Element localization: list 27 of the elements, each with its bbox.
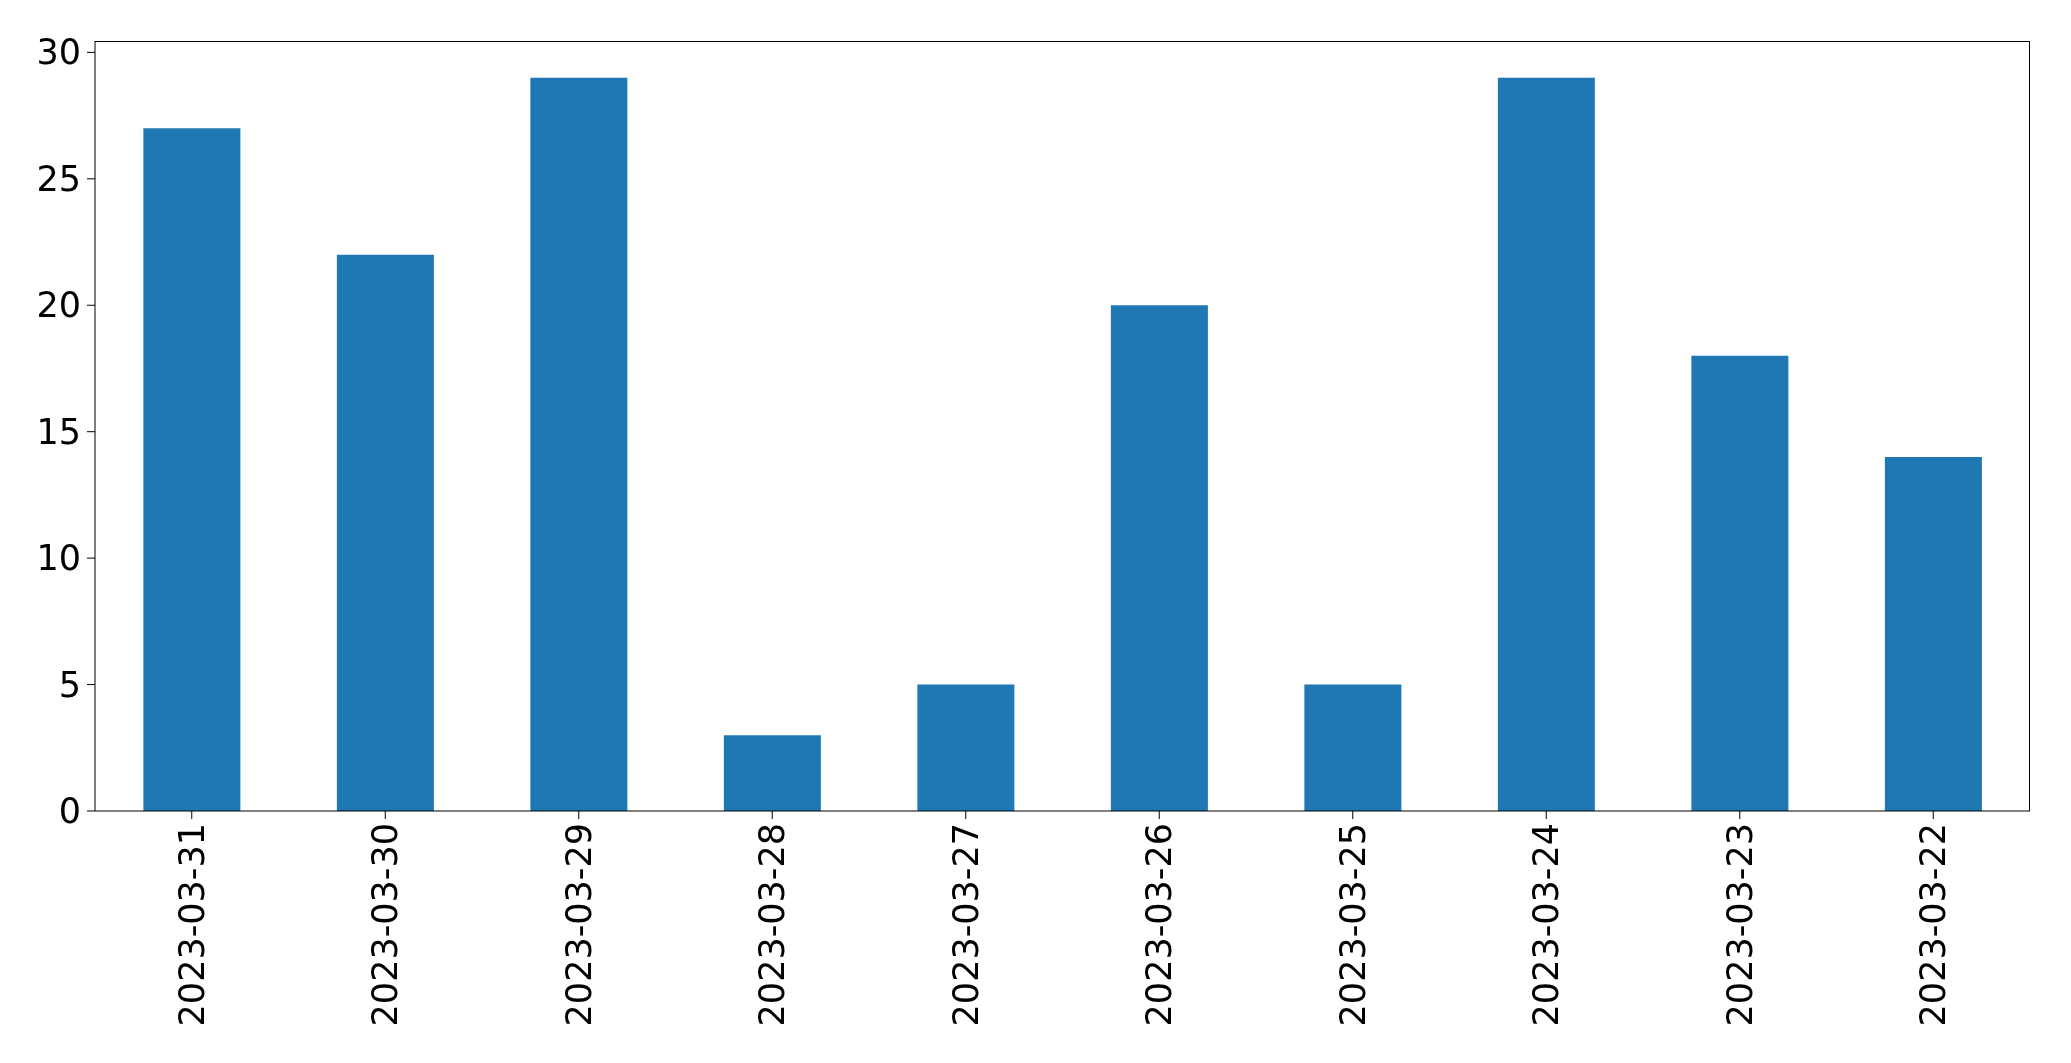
y-tick-label: 5 [58, 664, 81, 705]
bar [1110, 305, 1208, 811]
x-tick-label: 2023-03-26 [1139, 823, 1180, 1027]
x-tick-label: 2023-03-28 [752, 823, 793, 1027]
x-tick-label: 2023-03-29 [558, 823, 599, 1027]
bar [336, 254, 434, 811]
bar [723, 735, 821, 811]
x-tick-label: 2023-03-27 [945, 823, 986, 1027]
x-tick-label: 2023-03-22 [1913, 823, 1954, 1027]
y-tick-label: 30 [36, 32, 81, 73]
bar [1884, 456, 1982, 811]
bar [1497, 77, 1595, 811]
x-tick-label: 2023-03-24 [1526, 823, 1567, 1027]
bar [1304, 684, 1402, 811]
x-tick-label: 2023-03-25 [1332, 823, 1373, 1027]
x-tick-label: 2023-03-31 [171, 823, 212, 1027]
y-tick-label: 15 [36, 411, 81, 452]
y-tick-label: 10 [36, 538, 81, 579]
bar [530, 77, 628, 811]
x-tick-label: 2023-03-30 [365, 823, 406, 1027]
y-tick-label: 25 [36, 158, 81, 199]
bar [917, 684, 1015, 811]
x-tick-label: 2023-03-23 [1719, 823, 1760, 1027]
bar [143, 128, 241, 811]
y-tick-label: 20 [36, 285, 81, 326]
y-tick-label: 0 [58, 791, 81, 831]
bar [1691, 355, 1789, 811]
